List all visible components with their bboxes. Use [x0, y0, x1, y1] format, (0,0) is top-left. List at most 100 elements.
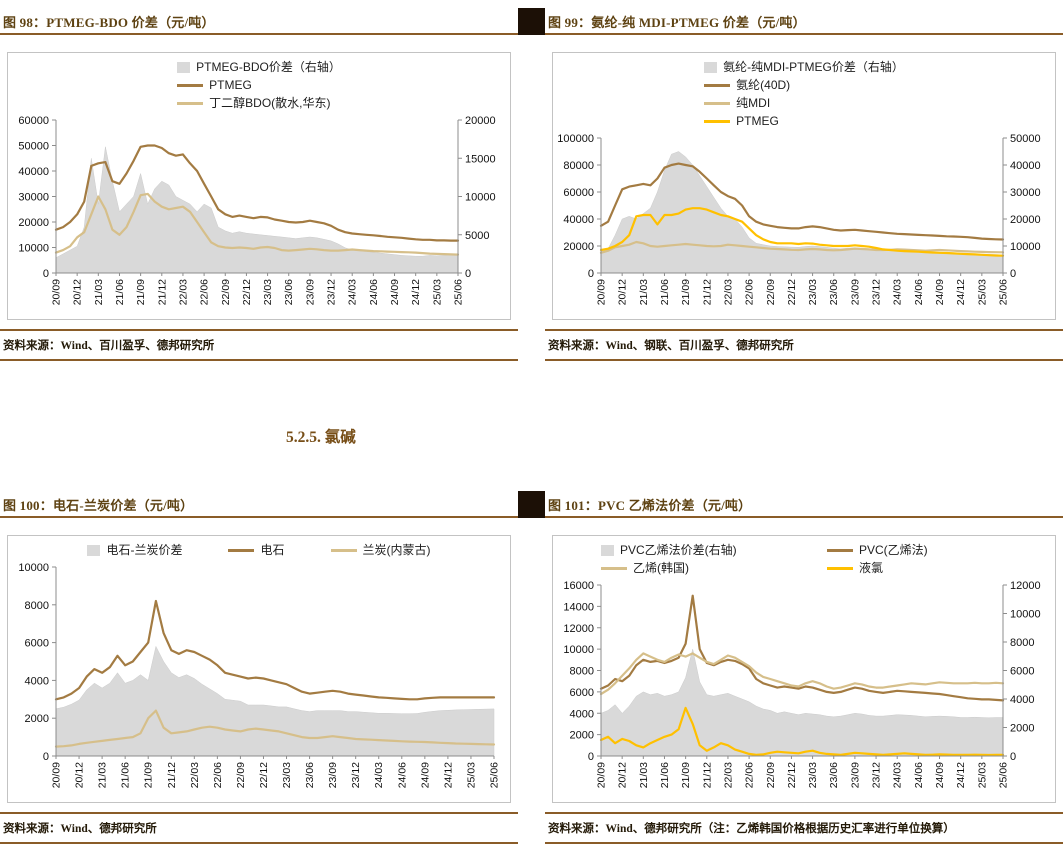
svg-text:20/12: 20/12 [72, 279, 84, 305]
legend-item-ethylene: 乙烯(韩国) [601, 560, 781, 577]
svg-text:21/06: 21/06 [659, 762, 671, 788]
svg-text:10000: 10000 [563, 644, 594, 656]
legend-item-spread: PTMEG-BDO价差（右轴） [177, 59, 341, 76]
svg-text:30000: 30000 [1010, 187, 1041, 199]
title-gap [518, 491, 545, 844]
legend-item-dianshi: 电石 [228, 542, 285, 559]
legend-item-spread: 电石-兰炭价差 [87, 542, 182, 559]
svg-text:0: 0 [43, 268, 49, 280]
svg-text:22/03: 22/03 [177, 279, 189, 305]
figure-99-source: 资料来源：Wind、钢联、百川盈孚、德邦研究所 [545, 329, 1063, 361]
svg-text:23/09: 23/09 [849, 279, 861, 305]
legend-row: PVC乙烯法价差(右轴) PVC(乙烯法) [601, 542, 1007, 559]
legend-row: 氨纶(40D) [704, 77, 790, 94]
line-swatch-icon [177, 84, 204, 87]
area-swatch-icon [87, 545, 101, 556]
figure-98-chart-card: PTMEG-BDO价差（右轴） PTMEG 丁二醇BDO(散水,华东) 0 10000… [7, 52, 511, 320]
svg-text:10000: 10000 [18, 562, 49, 574]
legend-item-spread: PVC乙烯法价差(右轴) [601, 542, 781, 559]
figure-99-plot: 0 20000 40000 60000 80000 100000 0 10000 20000 30… [555, 130, 1053, 319]
svg-text:8000: 8000 [1010, 637, 1034, 649]
svg-text:60000: 60000 [563, 187, 594, 199]
svg-text:24/06: 24/06 [368, 279, 380, 305]
svg-text:23/12: 23/12 [350, 762, 362, 788]
svg-text:23/06: 23/06 [283, 279, 295, 305]
svg-text:10000: 10000 [1010, 241, 1041, 253]
legend-item-pvc: PVC(乙烯法) [827, 542, 1007, 559]
legend-label: PTMEG [209, 78, 252, 92]
svg-text:10000: 10000 [465, 192, 496, 204]
svg-text:80000: 80000 [563, 160, 594, 172]
svg-text:24/06: 24/06 [396, 762, 408, 788]
area-swatch-icon [601, 545, 614, 556]
chart-canvas: 0200040006000800010000120001400016000020… [563, 580, 1041, 788]
legend-item-ptmeg: PTMEG [177, 77, 252, 94]
svg-text:23/06: 23/06 [304, 762, 316, 788]
svg-text:10000: 10000 [1010, 609, 1041, 621]
svg-text:22/12: 22/12 [786, 762, 798, 788]
line-swatch-icon [704, 84, 731, 87]
svg-text:24/12: 24/12 [955, 762, 967, 788]
svg-text:22/12: 22/12 [241, 279, 253, 305]
chart-row-bottom: 图 100：电石-兰炭价差（元/吨） 电石-兰炭价差 电石 兰炭(内蒙古) 0 200… [0, 491, 1063, 844]
line-swatch-icon [827, 567, 853, 570]
legend-label: 氨纶-纯MDI-PTMEG价差（右轴） [723, 60, 904, 74]
svg-text:21/12: 21/12 [156, 279, 168, 305]
svg-text:0: 0 [43, 751, 49, 763]
line-swatch-icon [827, 549, 853, 552]
svg-text:24/09: 24/09 [934, 762, 946, 788]
divider-square-icon [518, 491, 545, 518]
svg-text:20/12: 20/12 [74, 762, 86, 788]
figure-101-legend: PVC乙烯法价差(右轴) PVC(乙烯法) 乙烯(韩国) 液氯 [555, 542, 1053, 577]
svg-text:20/09: 20/09 [51, 762, 63, 788]
svg-text:24/06: 24/06 [913, 762, 925, 788]
chart-canvas: 0 20000 40000 60000 80000 100000 0 10000 20000 30… [557, 133, 1041, 305]
legend-label: PTMEG-BDO价差（右轴） [196, 60, 341, 74]
svg-text:21/09: 21/09 [680, 279, 692, 305]
svg-text:8000: 8000 [25, 600, 49, 612]
svg-text:21/09: 21/09 [680, 762, 692, 788]
svg-text:23/12: 23/12 [871, 762, 883, 788]
figure-98-title: 图 98：PTMEG-BDO 价差（元/吨） [0, 8, 518, 35]
svg-text:4000: 4000 [1010, 694, 1034, 706]
divider-square-icon [518, 8, 545, 35]
svg-text:24/09: 24/09 [389, 279, 401, 305]
svg-text:12000: 12000 [563, 623, 594, 635]
svg-text:2000: 2000 [25, 713, 49, 725]
figure-100-title: 图 100：电石-兰炭价差（元/吨） [0, 491, 518, 518]
svg-text:23/12: 23/12 [326, 279, 338, 305]
figure-panel-99: 图 99：氨纶-纯 MDI-PTMEG 价差（元/吨） 氨纶-纯MDI-PTME… [545, 8, 1063, 361]
legend-row: 氨纶-纯MDI-PTMEG价差（右轴） [704, 59, 904, 76]
svg-text:25/06: 25/06 [489, 762, 501, 788]
svg-text:25/06: 25/06 [998, 762, 1010, 788]
legend-label: PTMEG [736, 114, 779, 128]
legend-row: PTMEG-BDO价差（右轴） [177, 59, 341, 76]
svg-text:23/09: 23/09 [327, 762, 339, 788]
svg-text:12000: 12000 [1010, 580, 1041, 592]
figure-100-source: 资料来源：Wind、德邦研究所 [0, 812, 518, 844]
svg-text:21/12: 21/12 [701, 762, 713, 788]
svg-text:21/06: 21/06 [114, 279, 126, 305]
legend-label: 氨纶(40D) [736, 78, 791, 92]
svg-text:0: 0 [588, 751, 594, 763]
svg-text:25/03: 25/03 [976, 279, 988, 305]
svg-text:14000: 14000 [563, 601, 594, 613]
figure-99-chart-card: 氨纶-纯MDI-PTMEG价差（右轴） 氨纶(40D) 纯MDI PTMEG 0 200… [552, 52, 1056, 320]
svg-text:21/09: 21/09 [143, 762, 155, 788]
svg-text:0: 0 [588, 268, 594, 280]
legend-label: 丁二醇BDO(散水,华东) [209, 96, 331, 110]
svg-text:21/06: 21/06 [120, 762, 132, 788]
svg-text:22/09: 22/09 [220, 279, 232, 305]
svg-text:23/12: 23/12 [871, 279, 883, 305]
svg-text:23/03: 23/03 [262, 279, 274, 305]
legend-row: PTMEG [177, 77, 252, 94]
svg-text:20/09: 20/09 [596, 762, 608, 788]
figure-100-plot: 0 2000 4000 6000 8000 10000 20/09 20/12 21/03 21/… [10, 559, 508, 802]
figure-101-plot: 0 2000 4000 6000 8000 10000 12000 14000 16000 0 20… [555, 577, 1053, 802]
svg-text:25/03: 25/03 [431, 279, 443, 305]
svg-text:20000: 20000 [563, 241, 594, 253]
svg-text:0: 0 [1010, 268, 1016, 280]
svg-text:20000: 20000 [18, 217, 49, 229]
svg-text:24/03: 24/03 [347, 279, 359, 305]
